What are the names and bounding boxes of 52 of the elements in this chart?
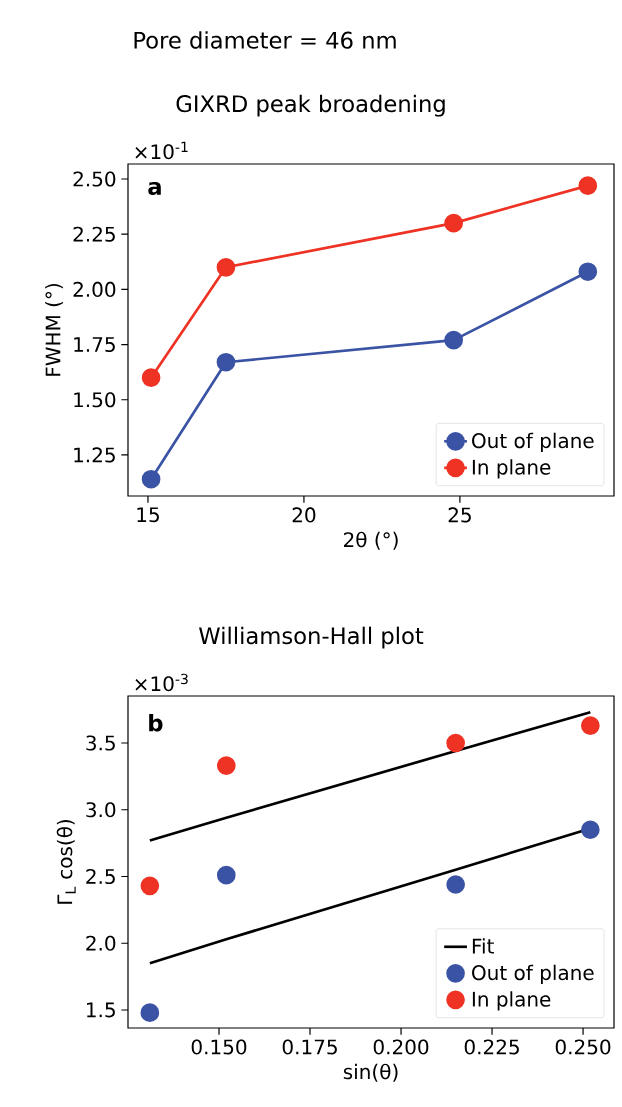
- y-tick-label: 3.5: [86, 735, 115, 751]
- x-tick-label: 0.225: [464, 1039, 519, 1055]
- text: ×10$^{-3}$: [135, 673, 188, 692]
- chart-title: GIXRD peak broadening: [176, 94, 445, 117]
- point: [216, 257, 236, 277]
- annotation: b: [149, 713, 163, 732]
- point: [141, 469, 161, 489]
- y-tick-label: 1.5: [87, 1002, 115, 1018]
- x-tick-label: 0.175: [282, 1039, 337, 1055]
- x-tick-label: 0.250: [555, 1039, 611, 1055]
- legend-label: In plane: [472, 991, 551, 1011]
- x-tick-label: 15: [137, 507, 159, 523]
- text: Pore diameter = 46 nm: [134, 31, 396, 49]
- chart-title: Williamson-Hall plot: [199, 626, 424, 649]
- point: [216, 352, 236, 372]
- point: [444, 330, 463, 350]
- point: [581, 820, 600, 840]
- y-tick-label: 2.50: [73, 171, 116, 187]
- point: [141, 368, 161, 388]
- x-axis-title: 2θ (°): [344, 531, 398, 550]
- y-axis-title: FWHM (°): [45, 283, 63, 376]
- legend-label: Fit: [472, 938, 494, 954]
- legend-label: In plane: [472, 459, 551, 479]
- point: [578, 262, 598, 282]
- legend-label: Out of plane: [472, 964, 594, 985]
- y-tick-label: 2.5: [86, 868, 115, 885]
- point: [140, 876, 160, 896]
- line-series: [148, 710, 592, 842]
- legend-label: Out of plane: [472, 432, 594, 453]
- text: ×10$^{-1}$: [135, 141, 188, 160]
- y-tick-label: 2.00: [73, 281, 116, 297]
- point: [216, 865, 236, 885]
- x-tick-label: 25: [448, 507, 471, 523]
- point: [446, 733, 465, 753]
- y-tick-label: 2.25: [73, 226, 115, 242]
- x-axis-title: sin(θ): [343, 1063, 398, 1082]
- y-axis-title: Γ$_{L}$ cos(θ): [56, 819, 76, 904]
- y-tick-label: 1.50: [74, 392, 116, 408]
- x-tick-label: 20: [292, 507, 316, 523]
- point: [581, 716, 600, 735]
- point: [216, 756, 236, 776]
- annotation: a: [148, 181, 161, 195]
- point: [444, 213, 463, 233]
- x-tick-label: 0.200: [373, 1039, 429, 1055]
- y-tick-label: 1.75: [74, 337, 115, 353]
- y-tick-label: 2.0: [86, 935, 116, 951]
- y-tick-label: 1.25: [74, 447, 115, 463]
- point: [578, 176, 598, 195]
- y-tick-label: 3.0: [86, 802, 116, 818]
- point: [446, 875, 465, 894]
- x-tick-label: 0.150: [191, 1039, 247, 1055]
- point: [140, 1003, 160, 1022]
